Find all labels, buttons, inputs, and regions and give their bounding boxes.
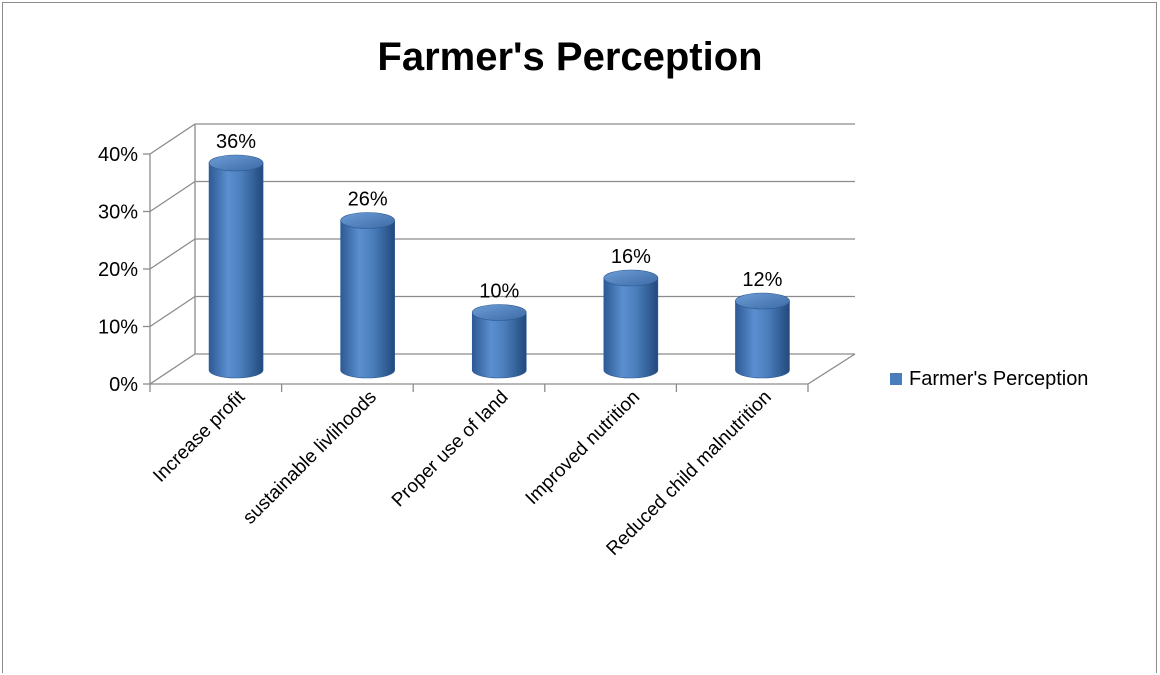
bar[interactable] <box>471 304 527 379</box>
category-label: Proper use of land <box>388 387 513 512</box>
category-label: sustainable livlihoods <box>239 387 381 529</box>
gridline-diagonal <box>149 295 196 328</box>
bar[interactable] <box>603 269 659 379</box>
category-label: Improved nutrition <box>522 387 644 509</box>
data-label: 16% <box>611 246 651 268</box>
data-label: 12% <box>742 269 782 291</box>
gridline-diagonal <box>149 353 196 385</box>
legend-label: Farmer's Perception <box>909 368 1088 390</box>
labels-layer: 36% 26% 10% 16% 12% <box>216 131 783 303</box>
bar-body <box>471 312 527 379</box>
bars-layer <box>208 154 790 379</box>
bar-body <box>340 220 395 379</box>
bar-cap <box>471 304 527 321</box>
data-label: 10% <box>479 281 519 303</box>
gridline-diagonal <box>149 238 196 270</box>
floor-edge <box>807 353 856 385</box>
y-tick-label: 40% <box>98 144 138 166</box>
data-label: 26% <box>348 189 388 211</box>
bar[interactable] <box>340 212 395 379</box>
y-tick-label: 10% <box>98 317 138 339</box>
chart-title: Farmer's Perception <box>377 35 762 79</box>
gridline-diagonal <box>149 123 196 155</box>
legend-item[interactable]: Farmer's Perception <box>890 368 1088 390</box>
y-tick-label: 20% <box>98 259 138 281</box>
legend-swatch <box>890 373 902 385</box>
category-label: Increase profit <box>149 386 249 486</box>
bar[interactable] <box>208 154 264 379</box>
y-tick-label: 0% <box>109 374 138 396</box>
bar-cap <box>735 292 790 310</box>
gridline-diagonal <box>149 180 196 213</box>
bar-cap <box>340 212 395 229</box>
bar[interactable] <box>735 292 790 379</box>
bar-cap <box>208 154 264 172</box>
legend: Farmer's Perception <box>890 368 1088 390</box>
bar-body <box>603 277 659 379</box>
data-label: 36% <box>216 131 256 153</box>
bar-body <box>735 300 790 379</box>
y-tick-label: 30% <box>98 202 138 224</box>
bar-body <box>208 162 264 379</box>
bar-cap <box>603 269 659 287</box>
